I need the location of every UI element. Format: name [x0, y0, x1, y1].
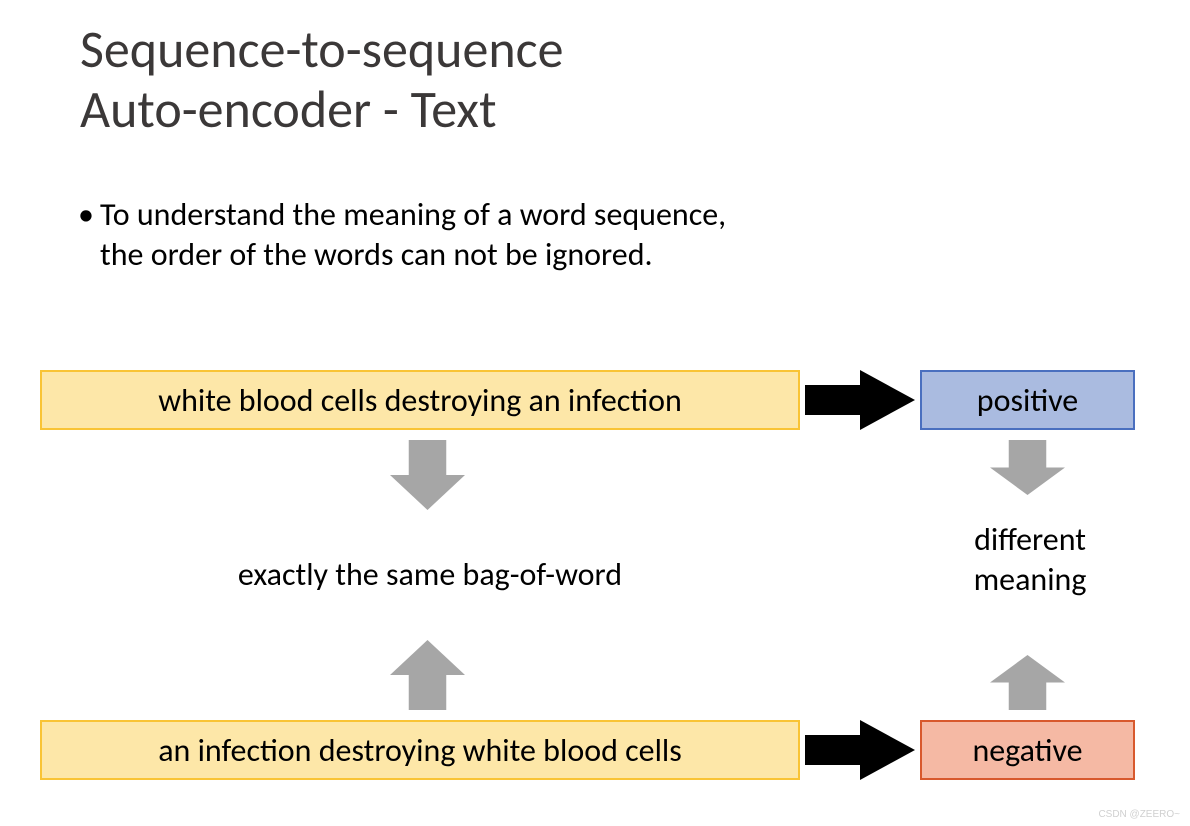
caption-diff-line-2: meaning	[974, 560, 1087, 599]
slide-title: Sequence-to-sequence Auto-encoder - Text	[80, 20, 564, 140]
arrow-up-icon	[990, 655, 1065, 710]
title-line-1: Sequence-to-sequence	[80, 17, 564, 81]
sentence-box-1: white blood cells destroying an infectio…	[40, 370, 800, 430]
arrow-up-icon	[390, 640, 465, 710]
label-negative-text: negative	[972, 731, 1082, 770]
label-box-positive: positive	[920, 370, 1135, 430]
arrow-right-icon	[805, 720, 915, 780]
bullet-line-2: the order of the words can not be ignore…	[100, 235, 653, 274]
bullet-line-1: To understand the meaning of a word sequ…	[100, 195, 726, 234]
arrow-right-icon	[805, 370, 915, 430]
arrow-down-icon	[990, 440, 1065, 495]
label-box-negative: negative	[920, 720, 1135, 780]
label-positive-text: positive	[977, 381, 1078, 420]
caption-diff-line-1: different	[974, 520, 1086, 559]
bullet-point: To understand the meaning of a word sequ…	[100, 195, 726, 275]
title-line-2: Auto-encoder - Text	[80, 77, 496, 141]
arrow-down-icon	[390, 440, 465, 510]
caption-bag-of-word: exactly the same bag-of-word	[165, 555, 695, 595]
sentence-box-2: an infection destroying white blood cell…	[40, 720, 800, 780]
caption-different-meaning: different meaning	[940, 520, 1120, 600]
watermark: CSDN @ZEERO~	[1098, 809, 1180, 820]
sentence-2-text: an infection destroying white blood cell…	[158, 731, 682, 770]
caption-bow-text: exactly the same bag-of-word	[238, 555, 622, 594]
sentence-1-text: white blood cells destroying an infectio…	[158, 381, 682, 420]
